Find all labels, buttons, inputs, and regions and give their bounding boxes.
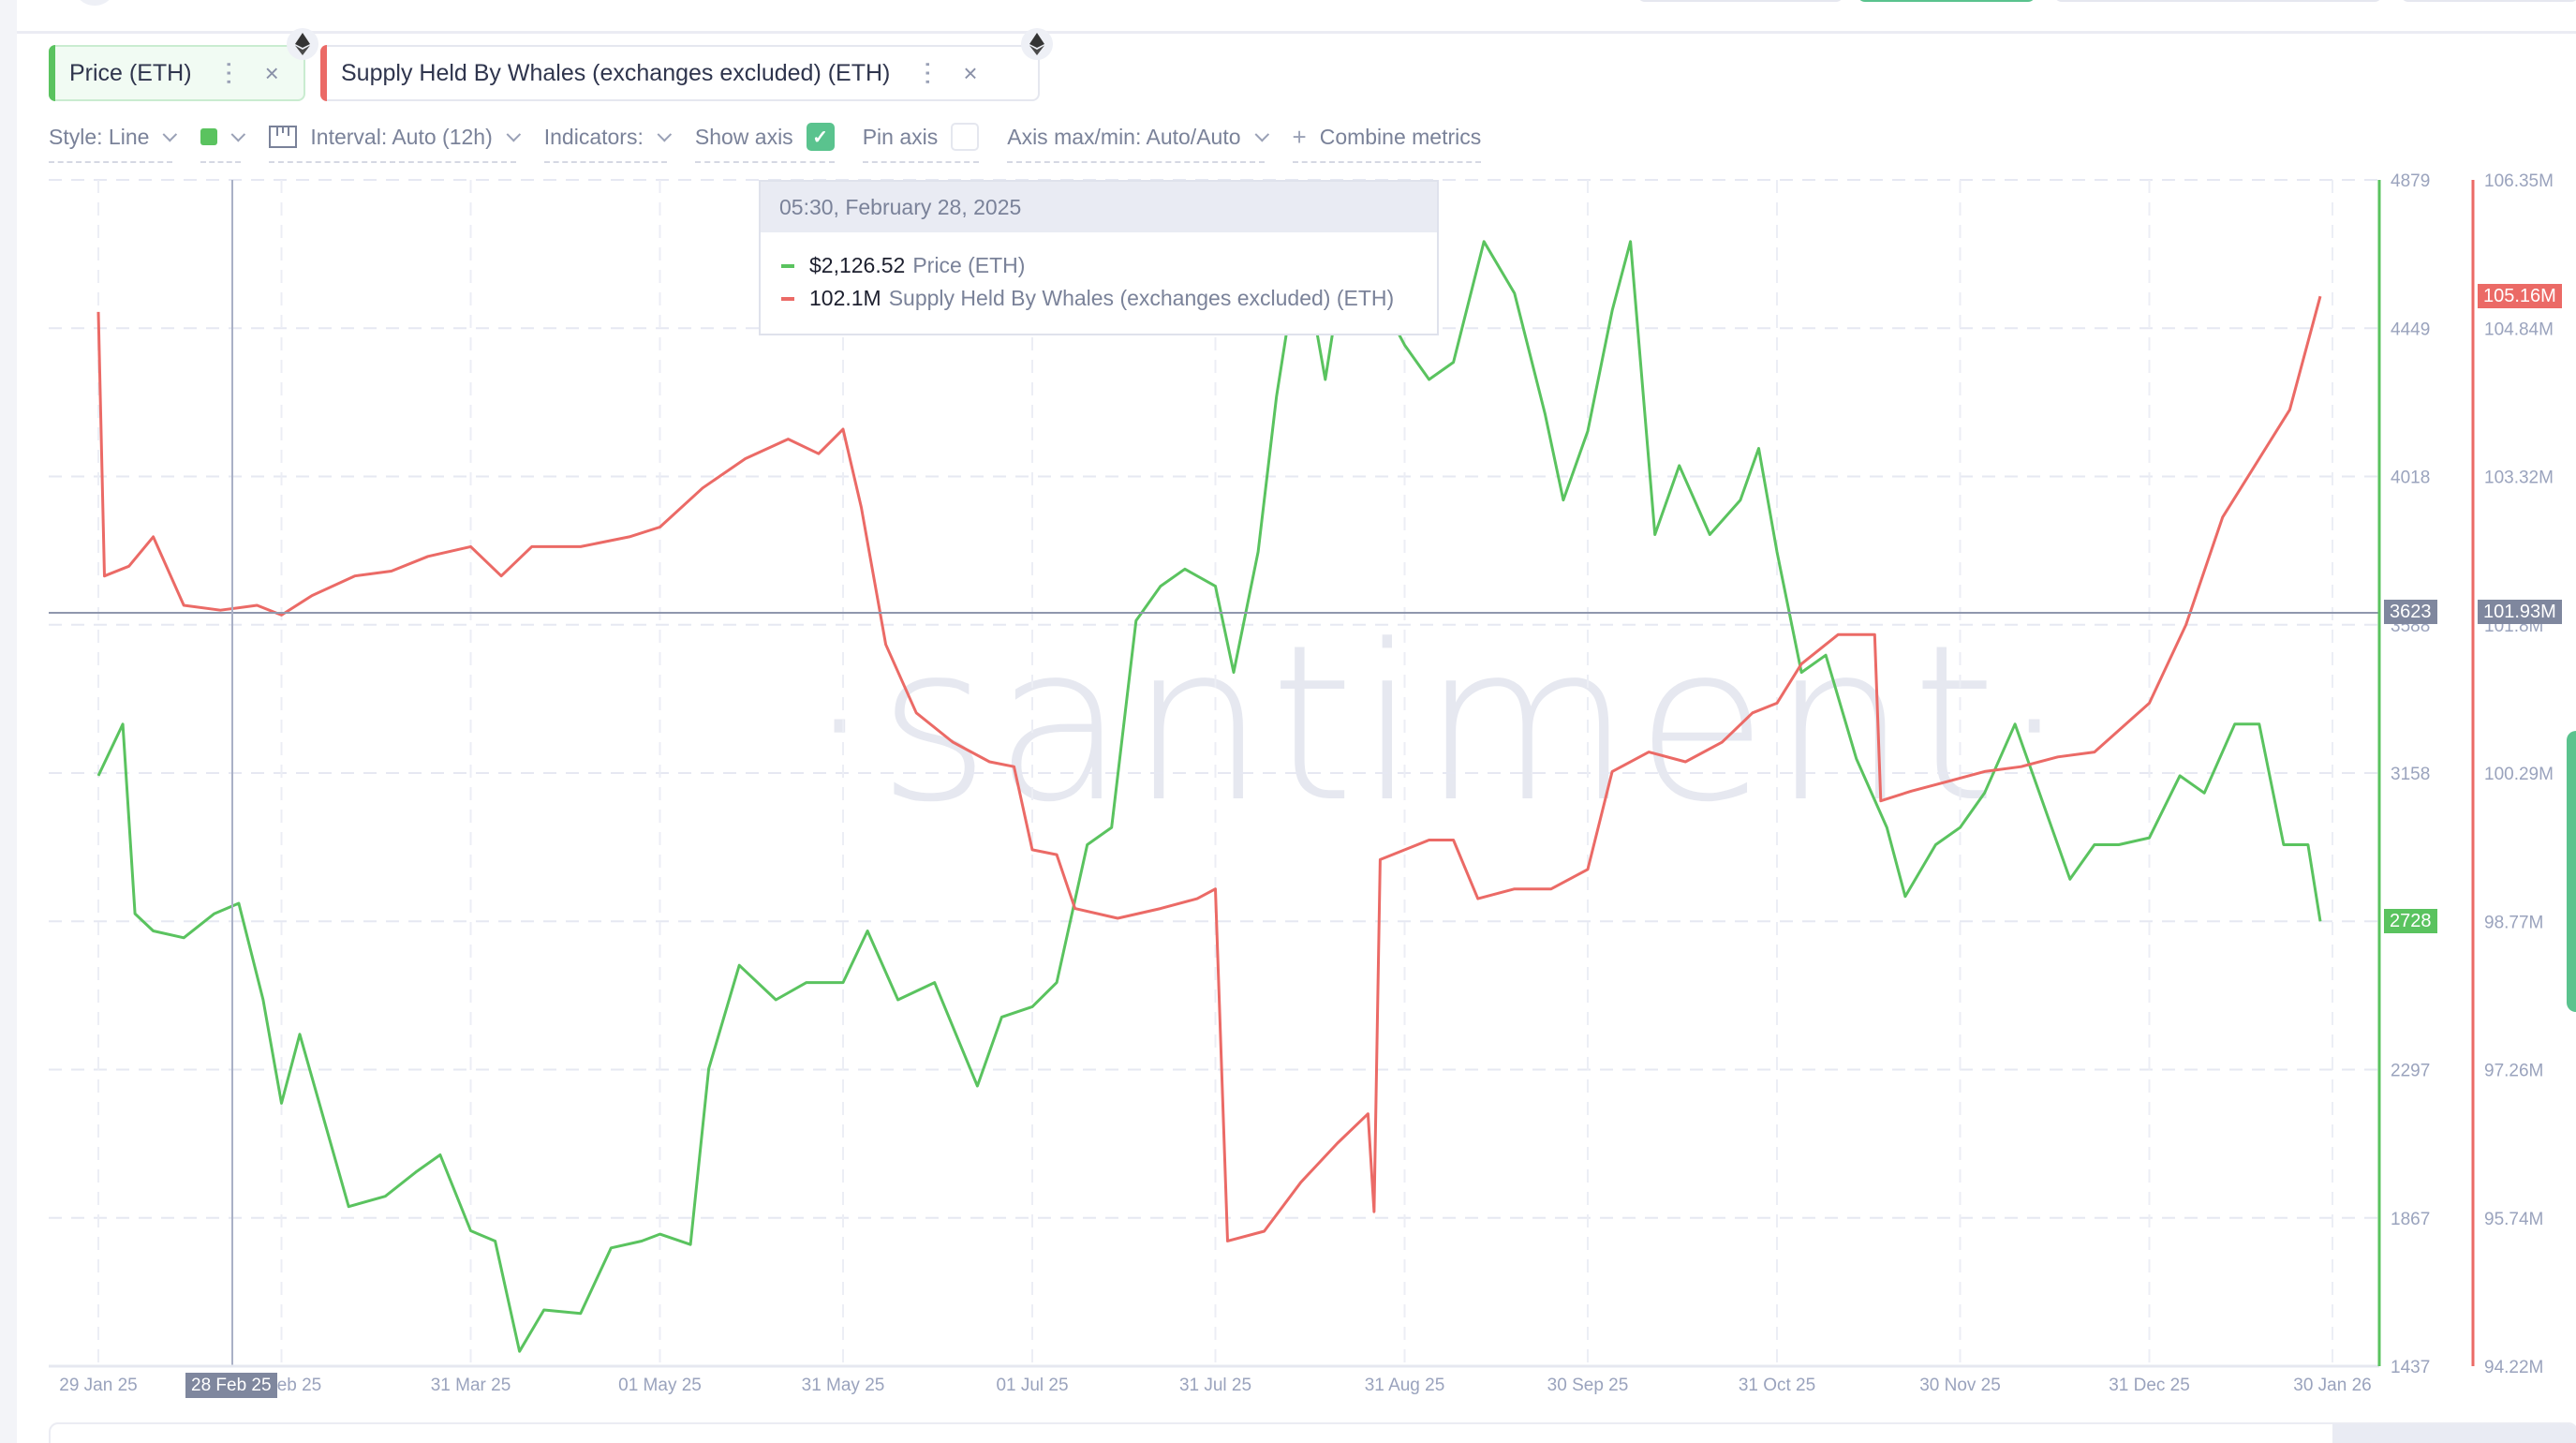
indicators-dropdown[interactable]: Indicators: xyxy=(543,120,672,163)
tooltip-metric-name: Supply Held By Whales (exchanges exclude… xyxy=(888,286,1395,310)
plus-icon: + xyxy=(1292,122,1307,151)
top-toolbar-strip xyxy=(17,0,2576,34)
svg-text:01 Jul 25: 01 Jul 25 xyxy=(996,1376,1068,1395)
axis-maxmin-label: Axis max/min: Auto/Auto xyxy=(1007,124,1241,149)
indicators-label: Indicators: xyxy=(543,124,644,149)
axis-maxmin-dropdown[interactable]: Axis max/min: Auto/Auto xyxy=(1007,120,1269,163)
svg-text:31 Dec 25: 31 Dec 25 xyxy=(2109,1376,2190,1395)
svg-text:4449: 4449 xyxy=(2391,320,2430,339)
svg-text:31 Mar 25: 31 Mar 25 xyxy=(431,1376,511,1395)
combine-metrics-button[interactable]: + Combine metrics xyxy=(1292,120,1482,163)
interval-dropdown[interactable]: Interval: Auto (12h) xyxy=(269,120,521,163)
ethereum-icon xyxy=(287,28,318,60)
y-axis-labels: 487944494018358831582728229718671437106.… xyxy=(2391,171,2554,1377)
svg-text:106.35M: 106.35M xyxy=(2484,171,2554,191)
more-options-icon[interactable]: ⋯ xyxy=(913,60,943,86)
show-axis-checkbox[interactable]: ✓ xyxy=(806,123,835,151)
crosshair-price-badge: 3623 xyxy=(2384,600,2437,624)
close-icon[interactable]: × xyxy=(963,58,978,87)
tooltip-row-price: $2,126.52 Price (ETH) xyxy=(781,253,1437,278)
style-dropdown[interactable]: Style: Line xyxy=(49,120,178,163)
svg-text:100.29M: 100.29M xyxy=(2484,765,2554,784)
tooltip-value: 102.1M xyxy=(809,286,881,310)
svg-text:30 Nov 25: 30 Nov 25 xyxy=(1919,1376,2001,1395)
svg-text:31 May 25: 31 May 25 xyxy=(802,1376,885,1395)
chart-series xyxy=(96,222,2322,1353)
svg-text:103.32M: 103.32M xyxy=(2484,469,2554,488)
metric-color-bar xyxy=(320,45,327,101)
santiment-watermark: ·santiment· xyxy=(806,600,2073,850)
top-avatar-button[interactable] xyxy=(73,0,116,6)
ethereum-icon xyxy=(1021,28,1053,60)
chart-settings-toolbar: Style: Line Interval: Auto (12h) Indicat… xyxy=(49,120,1509,163)
more-options-icon[interactable]: ⋯ xyxy=(215,60,244,86)
metric-label: Supply Held By Whales (exchanges exclude… xyxy=(341,59,891,86)
chart-grid xyxy=(49,179,2379,1366)
svg-text:4018: 4018 xyxy=(2391,469,2430,488)
series-color-dash xyxy=(781,263,794,268)
metric-chip-price[interactable]: Price (ETH) ⋯ × xyxy=(49,45,305,101)
last-supply-badge: 105.16M xyxy=(2478,284,2562,308)
svg-text:30 Jan 26: 30 Jan 26 xyxy=(2293,1376,2371,1395)
svg-text:31 Oct 25: 31 Oct 25 xyxy=(1739,1376,1815,1395)
tooltip-timestamp: 05:30, February 28, 2025 xyxy=(761,182,1437,232)
pin-axis-label: Pin axis xyxy=(862,124,939,149)
series-color-dash xyxy=(781,296,794,301)
svg-text:01 May 25: 01 May 25 xyxy=(618,1376,702,1395)
show-axis-toggle[interactable]: Show axis ✓ xyxy=(694,120,835,163)
chart-tooltip: 05:30, February 28, 2025 $2,126.52 Price… xyxy=(759,180,1439,335)
svg-text:3158: 3158 xyxy=(2391,765,2430,784)
last-price-badge: 2728 xyxy=(2384,909,2437,933)
color-dropdown[interactable] xyxy=(200,120,246,163)
side-panel-handle[interactable] xyxy=(2567,731,2576,1012)
x-axis-labels: 29 Jan 25 28 Feb 25 31 Mar 25 01 May 25 31 M… xyxy=(59,1376,2371,1395)
svg-text:94.22M: 94.22M xyxy=(2484,1358,2543,1377)
interval-label: Interval: Auto (12h) xyxy=(310,124,493,149)
chart-navigator[interactable] xyxy=(49,1422,2576,1443)
svg-text:29 Jan 25: 29 Jan 25 xyxy=(59,1376,137,1395)
svg-text:4879: 4879 xyxy=(2391,171,2430,191)
svg-text:97.26M: 97.26M xyxy=(2484,1062,2543,1081)
combine-metrics-label: Combine metrics xyxy=(1319,124,1482,149)
close-icon[interactable]: × xyxy=(264,58,279,87)
svg-text:31 Jul 25: 31 Jul 25 xyxy=(1179,1376,1251,1395)
crosshair-supply-badge: 101.93M xyxy=(2478,600,2562,624)
metric-color-bar xyxy=(49,45,55,101)
svg-text:1437: 1437 xyxy=(2391,1358,2430,1377)
color-swatch xyxy=(200,128,218,145)
pin-axis-checkbox[interactable] xyxy=(951,123,980,151)
svg-text:98.77M: 98.77M xyxy=(2484,913,2543,932)
metric-chip-supply-whales[interactable]: Supply Held By Whales (exchanges exclude… xyxy=(320,45,1040,101)
ruler-icon xyxy=(269,126,298,148)
tooltip-metric-name: Price (ETH) xyxy=(912,253,1026,277)
svg-text:95.74M: 95.74M xyxy=(2484,1210,2543,1229)
tooltip-value: $2,126.52 xyxy=(809,253,906,277)
svg-text:2297: 2297 xyxy=(2391,1062,2430,1081)
navigator-range-window[interactable] xyxy=(2332,1424,2576,1443)
svg-text:104.84M: 104.84M xyxy=(2484,320,2554,339)
style-label: Style: Line xyxy=(49,124,150,149)
svg-text:30 Sep 25: 30 Sep 25 xyxy=(1547,1376,1629,1395)
tooltip-row-supply: 102.1M Supply Held By Whales (exchanges … xyxy=(781,286,1437,311)
svg-text:1867: 1867 xyxy=(2391,1210,2430,1229)
show-axis-label: Show axis xyxy=(694,124,793,149)
pin-axis-toggle[interactable]: Pin axis xyxy=(862,120,980,163)
metric-label: Price (ETH) xyxy=(69,59,192,86)
svg-text:31 Aug 25: 31 Aug 25 xyxy=(1365,1376,1445,1395)
crosshair-date-badge: 28 Feb 25 xyxy=(185,1373,277,1398)
